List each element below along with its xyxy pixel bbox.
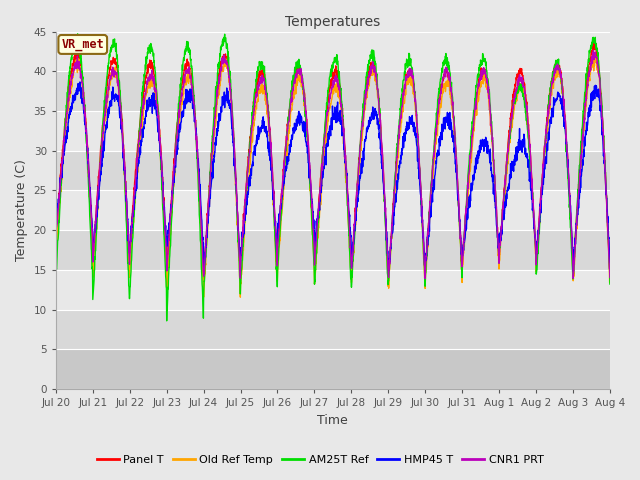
Bar xyxy=(56,32,610,71)
Legend: Panel T, Old Ref Temp, AM25T Ref, HMP45 T, CNR1 PRT: Panel T, Old Ref Temp, AM25T Ref, HMP45 … xyxy=(92,451,548,469)
Bar xyxy=(56,191,610,230)
Bar xyxy=(56,230,610,270)
X-axis label: Time: Time xyxy=(317,414,348,427)
Bar xyxy=(56,111,610,151)
Title: Temperatures: Temperatures xyxy=(285,15,380,29)
Bar xyxy=(56,349,610,389)
Bar xyxy=(56,151,610,191)
Bar xyxy=(56,270,610,310)
Bar xyxy=(56,71,610,111)
Text: VR_met: VR_met xyxy=(61,38,104,51)
Y-axis label: Temperature (C): Temperature (C) xyxy=(15,159,28,261)
Bar xyxy=(56,310,610,349)
